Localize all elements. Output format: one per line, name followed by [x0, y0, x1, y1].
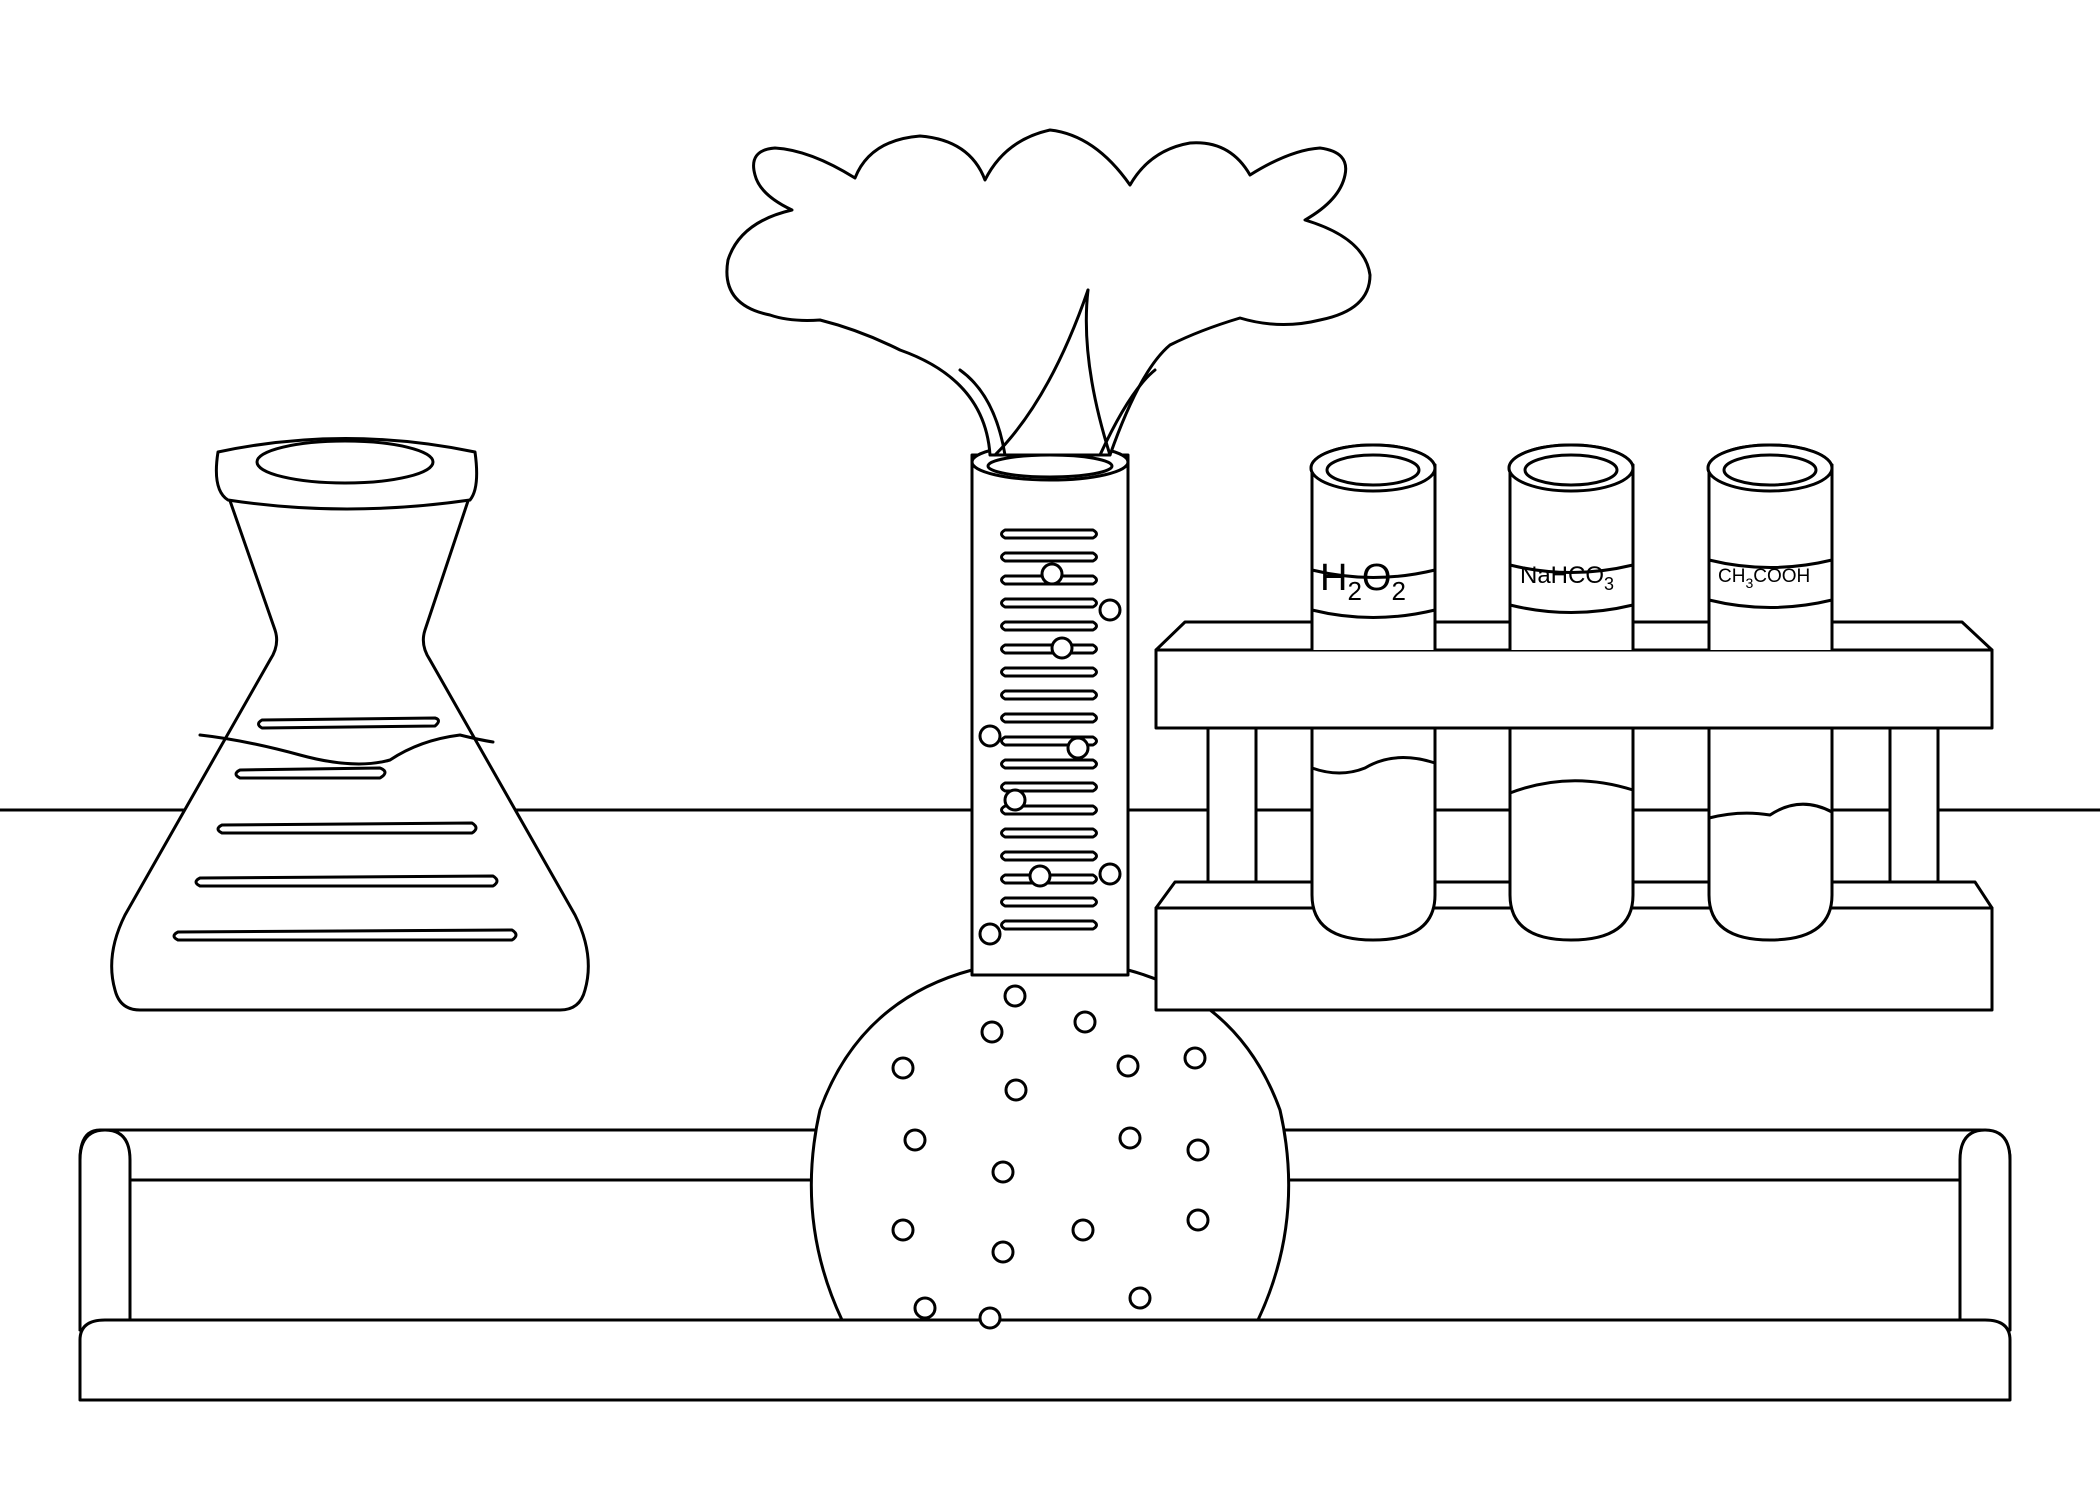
foam-cloud	[725, 128, 1372, 457]
flask-liquid-surface	[198, 733, 495, 766]
flask-mouth	[255, 439, 435, 485]
erlenmeyer-flask	[110, 437, 590, 1012]
label-ch3cooh-front: CH3COOH	[1718, 566, 1810, 591]
tray-front-rail	[78, 1318, 2012, 1402]
neck-graduation-lines	[1000, 528, 1098, 931]
tray-right-end	[1958, 1128, 2012, 1332]
test-tube-rack: H2O2 NaHCO3 CH3COOH	[1154, 443, 1994, 1012]
volumetric-flask	[725, 128, 1372, 1330]
flask-bulb	[809, 968, 1291, 1322]
label-h2o2-front: H2O2	[1320, 557, 1406, 606]
tray-left-end	[78, 1128, 132, 1332]
flask-bubbles	[891, 562, 1210, 1330]
flask-measurement-lines	[172, 716, 518, 942]
label-nahco3-front: NaHCO3	[1520, 562, 1614, 594]
